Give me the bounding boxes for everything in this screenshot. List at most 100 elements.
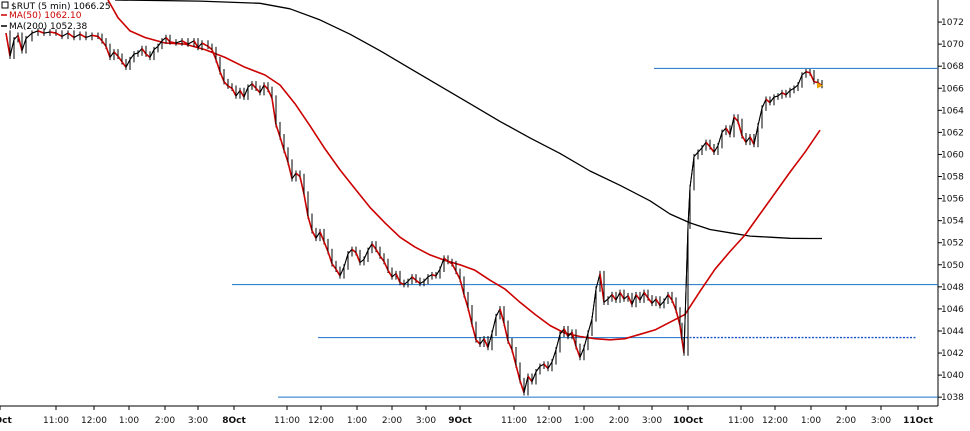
price-segment xyxy=(769,96,775,103)
price-segment xyxy=(725,127,731,136)
price-segment xyxy=(507,340,513,351)
price-segment xyxy=(567,331,573,337)
price-segment xyxy=(97,35,103,42)
y-tick-label: 1066 xyxy=(941,84,964,94)
legend-title: $RUT (5 min) 1066.25 xyxy=(11,2,111,12)
price-segment xyxy=(697,147,703,153)
price-segment xyxy=(463,294,469,309)
price-segment xyxy=(733,116,739,122)
price-segment xyxy=(207,45,213,51)
price-segment xyxy=(749,136,755,145)
x-tick-label: 1:00 xyxy=(801,416,821,426)
price-segment xyxy=(773,95,779,98)
price-segment xyxy=(343,253,349,268)
price-segment xyxy=(781,91,787,96)
y-tick-label: 1056 xyxy=(941,195,964,205)
price-segment xyxy=(247,83,253,88)
price-segment xyxy=(267,89,273,99)
price-segment xyxy=(689,156,695,188)
price-segment xyxy=(109,51,115,58)
price-segment xyxy=(141,48,147,55)
price-segment xyxy=(165,36,171,43)
y-tick-label: 1052 xyxy=(941,239,964,249)
y-tick-label: 1054 xyxy=(941,217,964,227)
price-segment xyxy=(31,30,39,34)
price-segment xyxy=(215,59,221,72)
price-segment xyxy=(223,81,229,87)
price-segment xyxy=(371,243,377,250)
price-segment xyxy=(451,263,457,272)
price-segment xyxy=(255,87,261,94)
price-segment xyxy=(741,135,747,143)
price-segment xyxy=(619,291,625,300)
price-segment xyxy=(535,365,541,373)
ma200-line-group xyxy=(114,0,822,240)
price-segment xyxy=(37,30,45,34)
x-tick-label: 2:00 xyxy=(836,416,856,426)
price-segment xyxy=(551,349,557,363)
price-segment xyxy=(133,52,139,55)
price-segment xyxy=(299,176,305,195)
price-segment xyxy=(243,86,249,98)
price-segment xyxy=(331,263,337,270)
price-segment xyxy=(411,276,417,281)
price-segment xyxy=(753,125,759,145)
price-segment xyxy=(387,269,393,278)
price-segment xyxy=(571,331,577,347)
price-segment xyxy=(583,333,589,348)
price-segment xyxy=(809,72,815,82)
price-segment xyxy=(175,40,183,44)
price-segment xyxy=(55,32,63,38)
price-segment xyxy=(635,294,641,301)
x-tick-label: 3:00 xyxy=(416,416,436,426)
price-segment xyxy=(789,87,795,91)
price-segment xyxy=(647,297,653,304)
price-segment xyxy=(777,92,783,97)
price-segment xyxy=(495,308,501,317)
price-segment xyxy=(675,309,681,326)
price-segment xyxy=(399,281,405,286)
y-tick-label: 1042 xyxy=(941,349,964,359)
price-segment xyxy=(319,231,325,242)
y-tick-label: 1038 xyxy=(941,393,964,403)
price-segment xyxy=(423,276,429,282)
price-segment xyxy=(801,71,807,76)
price-segment xyxy=(439,257,445,270)
price-segment xyxy=(263,84,269,90)
price-segment xyxy=(475,339,481,345)
price-line xyxy=(5,30,823,395)
price-segment xyxy=(607,294,613,300)
price-segment xyxy=(327,251,333,264)
y-tick-label: 1072 xyxy=(941,18,964,28)
price-segment xyxy=(793,84,799,89)
x-tick-label: 8Oct xyxy=(222,416,246,426)
price-segment xyxy=(631,294,637,305)
price-segment xyxy=(415,279,421,285)
price-segment xyxy=(523,376,529,393)
price-segment xyxy=(639,292,645,301)
price-segment xyxy=(797,74,803,86)
price-segment xyxy=(705,141,711,148)
y-tick-label: 1050 xyxy=(941,261,964,271)
price-segment xyxy=(79,33,87,39)
price-segment xyxy=(311,230,317,239)
price-segment xyxy=(491,316,497,334)
price-segment xyxy=(379,255,385,262)
price-segment xyxy=(251,83,257,89)
price-segment xyxy=(347,249,353,255)
price-segment xyxy=(239,90,245,98)
price-segment xyxy=(459,278,465,295)
x-tick-label: 3:00 xyxy=(871,416,891,426)
price-segment xyxy=(455,271,461,280)
price-segment xyxy=(651,298,657,304)
price-segment xyxy=(9,39,15,57)
price-segment xyxy=(161,37,167,42)
price-segment xyxy=(479,338,485,345)
price-segment xyxy=(627,295,633,305)
price-segment xyxy=(259,84,265,93)
price-segment xyxy=(595,273,601,290)
price-segment xyxy=(73,33,81,38)
price-segment xyxy=(587,318,593,334)
last-price-marker-group xyxy=(817,82,823,89)
x-tick-label: 9Oct xyxy=(448,416,472,426)
